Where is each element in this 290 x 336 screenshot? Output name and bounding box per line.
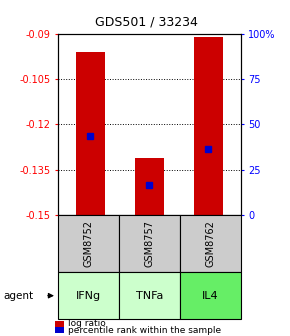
- Bar: [76, 52, 105, 215]
- Text: GSM8762: GSM8762: [205, 220, 215, 267]
- Text: percentile rank within the sample: percentile rank within the sample: [68, 326, 221, 335]
- Bar: [180, 215, 241, 272]
- Text: GDS501 / 33234: GDS501 / 33234: [95, 15, 198, 28]
- Text: IL4: IL4: [202, 291, 219, 301]
- Bar: [119, 215, 180, 272]
- Bar: [119, 272, 180, 319]
- Bar: [55, 321, 64, 327]
- Text: log ratio: log ratio: [68, 319, 106, 328]
- Bar: [58, 215, 119, 272]
- Text: agent: agent: [3, 291, 33, 301]
- Bar: [180, 272, 241, 319]
- Bar: [135, 158, 164, 215]
- Text: TNFa: TNFa: [136, 291, 163, 301]
- Bar: [58, 272, 119, 319]
- Text: GSM8757: GSM8757: [144, 220, 154, 267]
- Bar: [193, 37, 223, 215]
- Text: IFNg: IFNg: [76, 291, 101, 301]
- Bar: [55, 327, 64, 333]
- Text: GSM8752: GSM8752: [84, 220, 93, 267]
